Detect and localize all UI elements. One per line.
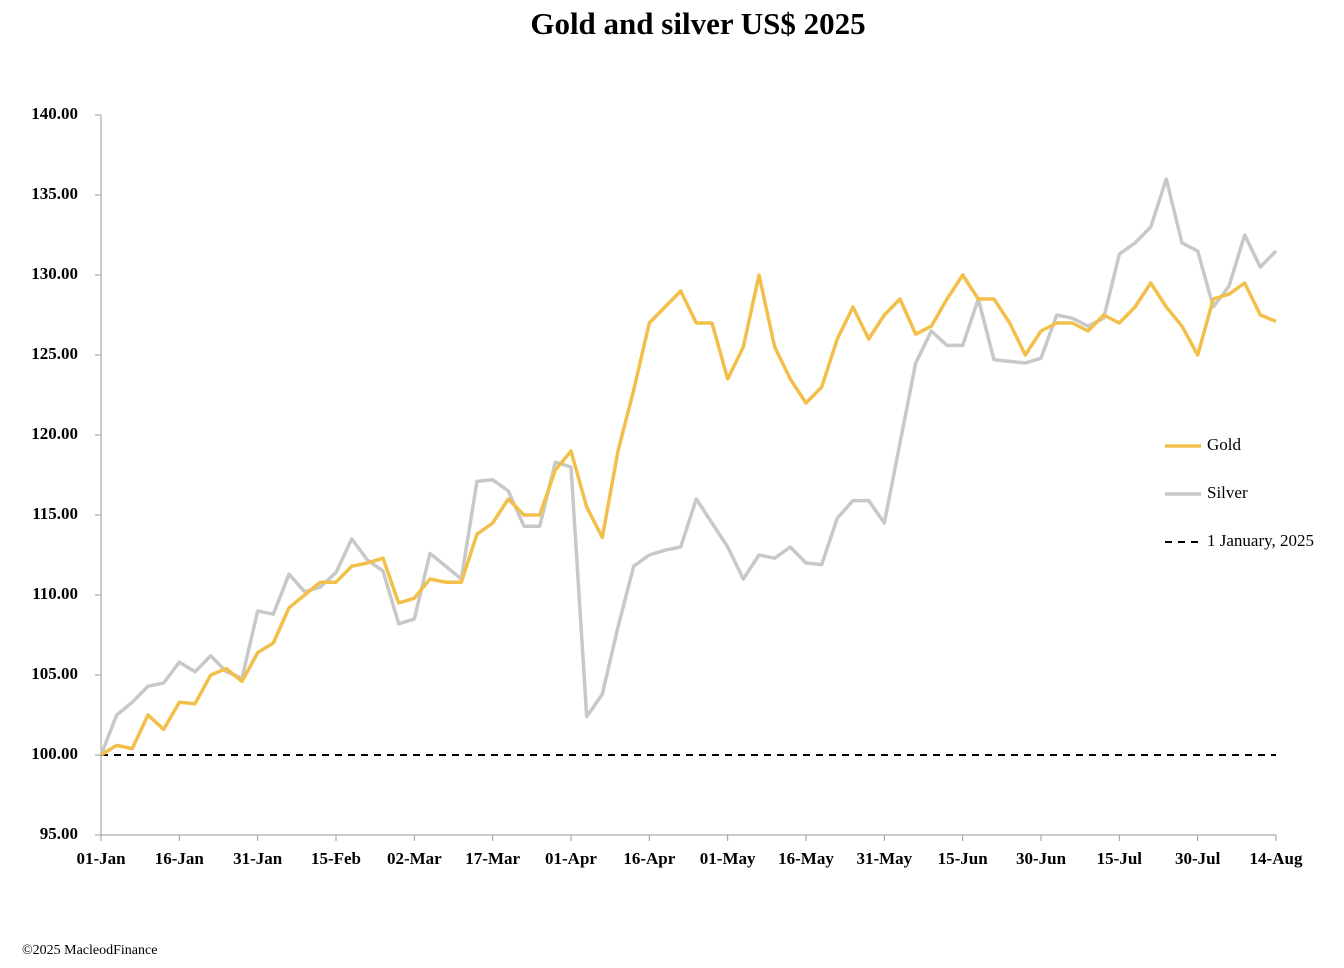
- y-tick-label: 115.00: [32, 504, 78, 523]
- x-tick-label: 31-May: [856, 849, 912, 868]
- x-tick-label: 30-Jul: [1175, 849, 1221, 868]
- x-tick-label: 15-Feb: [311, 849, 361, 868]
- x-tick-label: 15-Jun: [938, 849, 989, 868]
- x-tick-label: 14-Aug: [1250, 849, 1303, 868]
- legend-label: 1 January, 2025: [1207, 531, 1314, 550]
- y-tick-label: 95.00: [40, 824, 78, 843]
- y-tick-label: 120.00: [31, 424, 78, 443]
- x-tick-label: 16-Apr: [623, 849, 675, 868]
- x-tick-label: 01-Apr: [545, 849, 597, 868]
- line-series: [99, 177, 1278, 756]
- y-tick-label: 100.00: [31, 744, 78, 763]
- x-tick-label: 30-Jun: [1016, 849, 1067, 868]
- x-tick-label: 15-Jul: [1097, 849, 1143, 868]
- x-tick-label: 17-Mar: [465, 849, 520, 868]
- line-series: [100, 273, 1277, 757]
- chart-title: Gold and silver US$ 2025: [530, 6, 865, 41]
- y-tick-label: 125.00: [31, 344, 78, 363]
- footer: ©2025 MacleodFinance: [22, 943, 157, 958]
- x-tick-label: 31-Jan: [233, 849, 283, 868]
- x-tick-label: 16-May: [778, 849, 834, 868]
- legend-label: Gold: [1207, 435, 1242, 454]
- x-tick-label: 01-May: [700, 849, 756, 868]
- y-tick-label: 140.00: [31, 104, 78, 123]
- y-tick-label: 130.00: [31, 264, 78, 283]
- y-tick-label: 105.00: [31, 664, 78, 683]
- x-tick-label: 16-Jan: [155, 849, 205, 868]
- x-tick-label: 02-Mar: [387, 849, 442, 868]
- y-tick-label: 110.00: [32, 584, 78, 603]
- legend-label: Silver: [1207, 483, 1248, 502]
- y-tick-label: 135.00: [31, 184, 78, 203]
- x-tick-label: 01-Jan: [76, 849, 126, 868]
